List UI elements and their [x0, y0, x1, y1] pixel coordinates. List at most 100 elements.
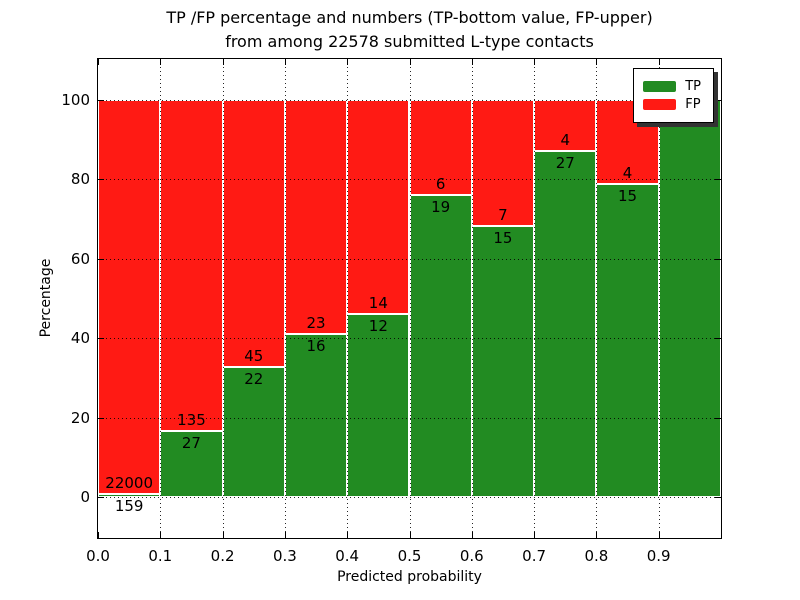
fp-count-label-5: 6 — [435, 175, 446, 194]
legend-item-fp: FP — [643, 97, 701, 112]
chart-title-line1: TP /FP percentage and numbers (TP-bottom… — [166, 8, 653, 27]
x-tick-label-0.3: 0.3 — [272, 547, 297, 565]
ytick-right-60 — [715, 258, 721, 260]
ytick-right-0 — [715, 497, 721, 498]
y-tick-label-80: 80 — [70, 170, 90, 189]
xtick-top-7 — [534, 59, 536, 65]
chart-title: TP /FP percentage and numbers (TP-bottom… — [97, 6, 722, 54]
tp-count-label-7: 27 — [555, 154, 575, 173]
bar-segment-fp-6 — [471, 100, 535, 227]
ytick-left-20 — [98, 417, 104, 419]
legend-label-fp: FP — [685, 97, 701, 112]
y-tick-label-60: 60 — [70, 249, 90, 268]
bar-segment-tp-6 — [471, 226, 535, 497]
xtick-top-1 — [160, 59, 162, 65]
ytick-left-40 — [98, 338, 104, 340]
fp-count-label-8: 4 — [622, 163, 633, 182]
fp-swatch-icon — [643, 99, 677, 110]
xtick-top-3 — [284, 59, 286, 65]
bar-segment-tp-4 — [347, 313, 410, 497]
ytick-right-100 — [715, 100, 721, 101]
tp-count-label-2: 22 — [244, 369, 264, 388]
xtick-bottom-6 — [471, 532, 473, 538]
vgridline-3 — [284, 59, 286, 538]
xtick-bottom-8 — [596, 532, 598, 538]
xtick-top-8 — [596, 59, 598, 65]
vgridline-6 — [471, 59, 473, 538]
xtick-bottom-9 — [658, 532, 660, 538]
xtick-top-0 — [98, 59, 99, 65]
vgridline-1 — [160, 59, 162, 538]
xtick-top-10 — [721, 59, 722, 65]
chart-title-line2: from among 22578 submitted L-type contac… — [225, 32, 594, 51]
x-tick-label-0.5: 0.5 — [397, 547, 422, 565]
plot-area: 220001591352745222316141261971542741528 … — [97, 58, 722, 539]
x-tick-label-0.1: 0.1 — [148, 547, 173, 565]
xtick-bottom-1 — [160, 532, 162, 538]
ytick-left-80 — [98, 179, 104, 181]
bar-segment-tp-9 — [658, 100, 721, 497]
xtick-bottom-10 — [721, 532, 722, 538]
fp-count-label-3: 23 — [306, 314, 326, 333]
ytick-left-100 — [98, 100, 104, 101]
legend-label-tp: TP — [685, 79, 701, 94]
xtick-bottom-2 — [222, 532, 224, 538]
fp-count-label-4: 14 — [368, 293, 388, 312]
bar-segment-fp-2 — [222, 100, 285, 367]
fp-count-label-0: 22000 — [105, 474, 153, 493]
ytick-left-0 — [98, 497, 104, 498]
bar-segment-tp-3 — [284, 334, 348, 497]
tp-count-label-4: 12 — [368, 316, 388, 335]
x-tick-label-0.4: 0.4 — [335, 547, 360, 565]
legend: TP FP — [633, 68, 714, 123]
xtick-bottom-3 — [284, 532, 286, 538]
vgridline-9 — [658, 59, 660, 538]
bar-segment-tp-7 — [534, 151, 597, 497]
ytick-left-60 — [98, 258, 104, 260]
ytick-right-20 — [715, 417, 721, 419]
x-tick-label-0.9: 0.9 — [646, 547, 671, 565]
bar-segment-fp-3 — [284, 100, 348, 335]
fp-count-label-2: 45 — [244, 346, 264, 365]
tp-swatch-icon — [643, 81, 677, 92]
fp-count-label-7: 4 — [560, 131, 571, 150]
y-tick-label-0: 0 — [80, 488, 90, 506]
y-tick-label-20: 20 — [70, 408, 90, 427]
xtick-bottom-4 — [347, 532, 349, 538]
legend-item-tp: TP — [643, 79, 701, 94]
x-tick-label-0.2: 0.2 — [210, 547, 235, 565]
x-tick-label-0.7: 0.7 — [522, 547, 547, 565]
bar-segment-tp-0 — [98, 494, 161, 497]
tp-count-label-8: 15 — [618, 186, 638, 205]
tp-count-label-5: 19 — [431, 198, 451, 217]
ytick-right-40 — [715, 338, 721, 340]
ytick-right-80 — [715, 179, 721, 181]
tp-count-label-0: 159 — [114, 497, 144, 516]
bar-segment-tp-8 — [596, 183, 659, 497]
fp-count-label-1: 135 — [177, 410, 206, 429]
vgridline-7 — [534, 59, 536, 538]
y-axis-title: Percentage — [38, 258, 54, 338]
x-tick-label-0.0: 0.0 — [86, 547, 110, 565]
bar-segment-fp-7 — [534, 100, 597, 152]
vgridline-8 — [596, 59, 598, 538]
tp-count-label-1: 27 — [181, 433, 201, 452]
xtick-top-6 — [471, 59, 473, 65]
tp-count-label-6: 15 — [493, 229, 513, 248]
bar-segment-tp-2 — [222, 366, 285, 497]
xtick-top-2 — [222, 59, 224, 65]
fp-count-label-6: 7 — [498, 206, 508, 225]
vgridline-2 — [222, 59, 224, 538]
x-tick-label-0.6: 0.6 — [459, 547, 484, 565]
x-tick-label-0.8: 0.8 — [584, 547, 609, 565]
bar-segment-fp-4 — [347, 100, 410, 314]
x-axis-title: Predicted probability — [337, 569, 482, 585]
bar-segment-fp-1 — [160, 100, 223, 431]
bar-segment-tp-5 — [409, 195, 472, 497]
y-tick-label-40: 40 — [70, 329, 90, 348]
vgridline-5 — [409, 59, 411, 538]
y-tick-label-100: 100 — [61, 91, 90, 109]
xtick-bottom-5 — [409, 532, 411, 538]
bar-segment-fp-0 — [98, 100, 161, 495]
